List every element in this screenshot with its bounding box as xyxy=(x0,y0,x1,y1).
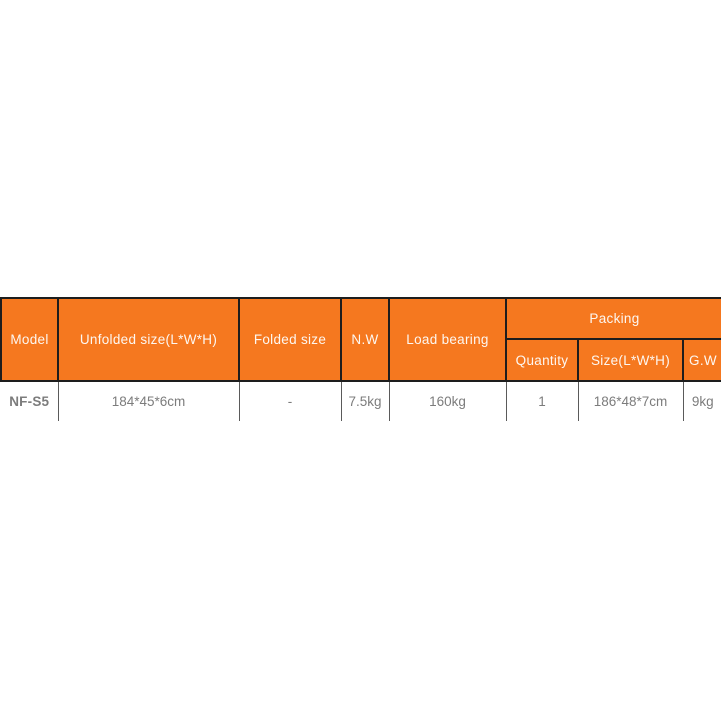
header-packing-size: Size(L*W*H) xyxy=(577,338,684,382)
cell-net-weight: 7.5kg xyxy=(340,380,390,421)
table-body: NF-S5 184*45*6cm - 7.5kg 160kg 1 186*48*… xyxy=(1,380,721,421)
header-load-bearing: Load bearing xyxy=(388,297,507,382)
cell-load-bearing: 160kg xyxy=(388,380,507,421)
table-header: Model Unfolded size(L*W*H) Folded size N… xyxy=(0,297,721,382)
cell-model: NF-S5 xyxy=(1,380,59,421)
header-folded-size: Folded size xyxy=(238,297,342,382)
header-net-weight: N.W xyxy=(340,297,390,382)
cell-packing-quantity: 1 xyxy=(505,380,579,421)
header-unfolded-size: Unfolded size(L*W*H) xyxy=(57,297,240,382)
cell-folded-size: - xyxy=(238,380,342,421)
header-packing-group: Packing xyxy=(505,297,721,340)
header-packing-quantity: Quantity xyxy=(505,338,579,382)
product-spec-table: Model Unfolded size(L*W*H) Folded size N… xyxy=(0,297,721,421)
cell-unfolded-size: 184*45*6cm xyxy=(57,380,240,421)
header-model: Model xyxy=(0,297,59,382)
table-row: NF-S5 184*45*6cm - 7.5kg 160kg 1 186*48*… xyxy=(1,380,721,421)
header-packing-gross-weight: G.W xyxy=(682,338,721,382)
header-row-packing-sub: Quantity Size(L*W*H) G.W xyxy=(1,338,721,382)
cell-packing-size: 186*48*7cm xyxy=(577,380,684,421)
header-row-top: Model Unfolded size(L*W*H) Folded size N… xyxy=(0,297,721,382)
cell-packing-gross-weight: 9kg xyxy=(682,380,721,421)
